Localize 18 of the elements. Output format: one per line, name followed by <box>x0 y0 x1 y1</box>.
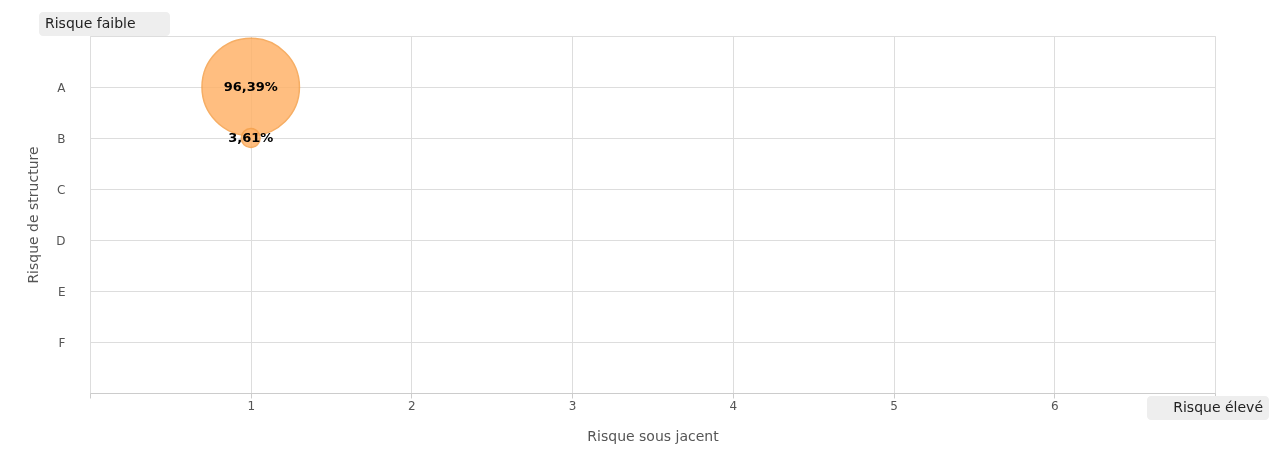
text: Risque élevé <box>1173 399 1263 415</box>
y-tick-label: E <box>57 284 66 299</box>
annotation: 96,39% <box>223 79 278 94</box>
y-tick-label: B <box>57 131 66 146</box>
y-tick-label: D <box>56 233 66 248</box>
x-tick-label: 4 <box>729 398 738 413</box>
annotation: 3,61% <box>228 130 274 145</box>
x-axis-title: Risque sous jacent <box>587 427 720 444</box>
y-tick-label: C <box>57 182 66 197</box>
x-tick-label: 1 <box>247 398 256 413</box>
x-tick-label: 3 <box>568 398 577 413</box>
text: Risque faible <box>45 15 136 31</box>
y-axis-title: Risque de structure <box>25 146 42 284</box>
x-tick-label: 5 <box>890 398 898 413</box>
y-tick-label: F <box>58 335 66 350</box>
y-tick-label: A <box>57 80 67 95</box>
x-tick-label: 6 <box>1050 398 1059 413</box>
x-tick-label: 2 <box>408 398 416 413</box>
